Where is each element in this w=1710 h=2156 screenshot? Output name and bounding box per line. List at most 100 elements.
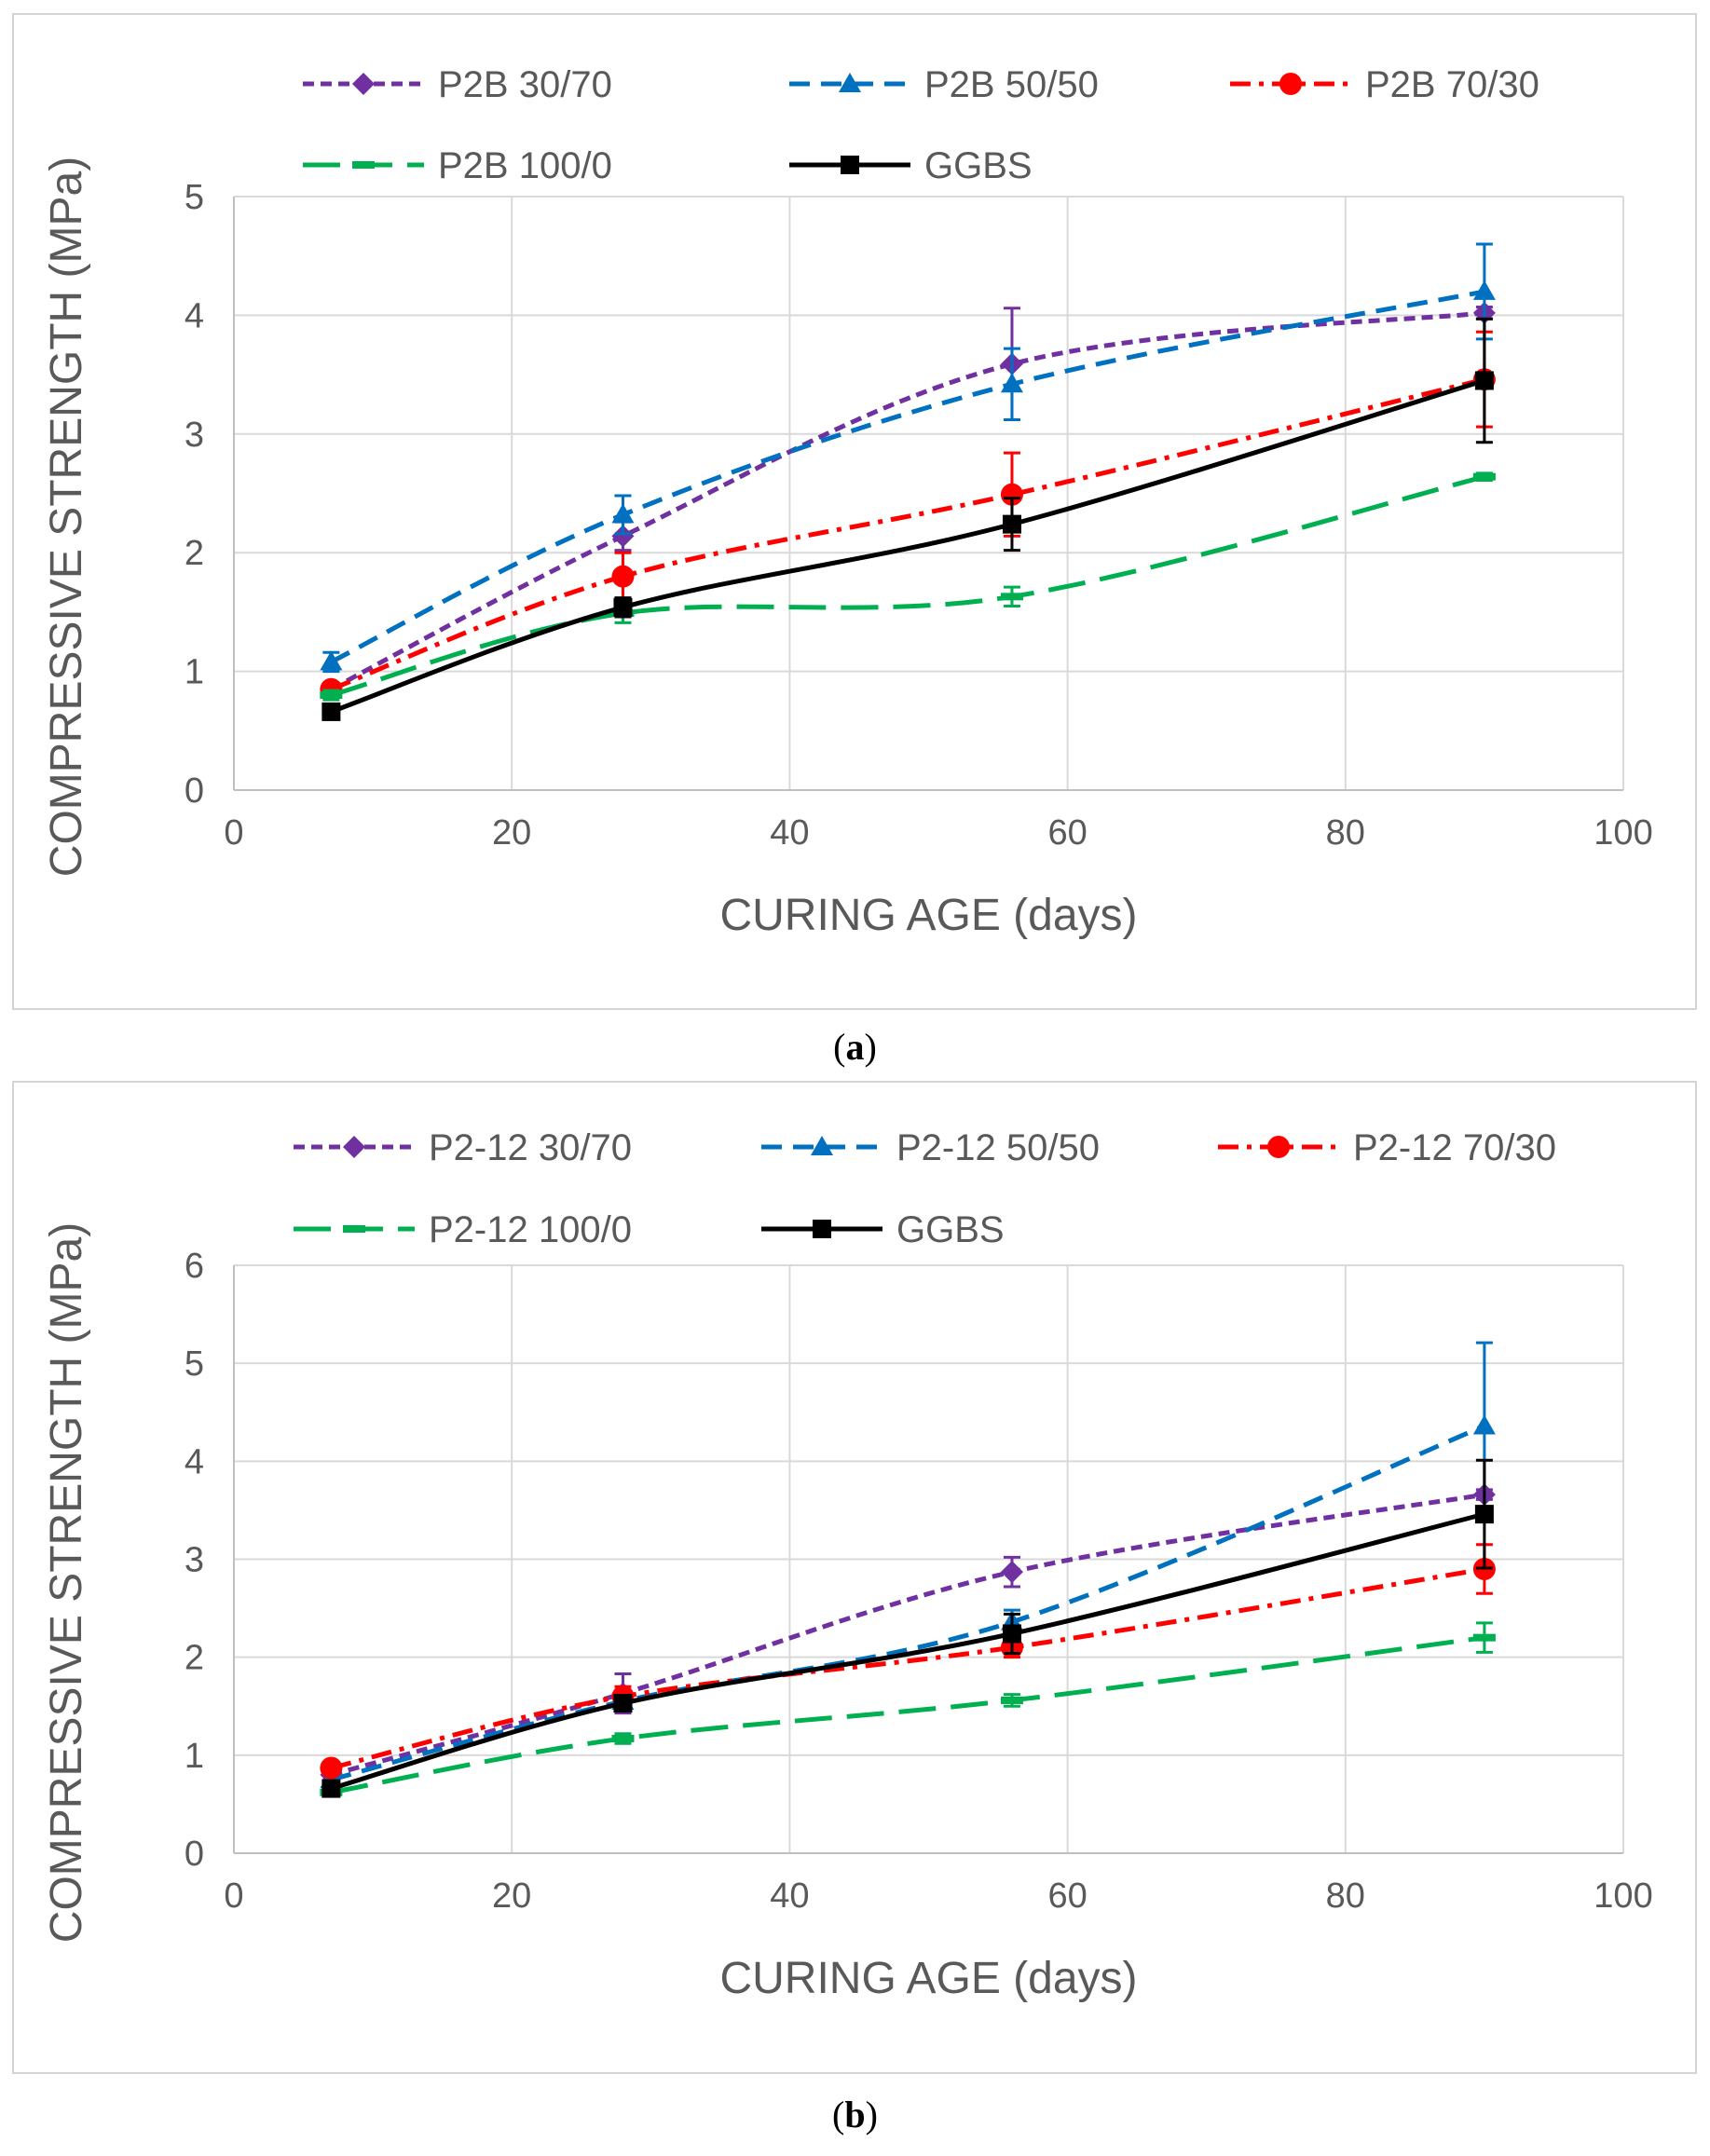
chart-a-legend-label-p2b-70-30: P2B 70/30 xyxy=(1365,64,1539,105)
chart-b-legend-item-ggbs: GGBS xyxy=(761,1209,1005,1250)
chart-b-point-p2-12-70-30 xyxy=(320,1756,343,1780)
chart-a-series-p2b-50-50 xyxy=(320,242,1496,674)
chart-a-legend-marker-ggbs xyxy=(841,156,859,174)
chart-a-grid xyxy=(233,196,1624,791)
chart-a-point-p2b-30-70 xyxy=(611,525,635,548)
chart-a-x-axis-title: CURING AGE (days) xyxy=(719,891,1137,940)
chart-a-y-tick-label: 1 xyxy=(185,653,204,692)
chart-a-legend-item-p2b-70-30: P2B 70/30 xyxy=(1230,64,1539,105)
chart-b-x-tick-label: 20 xyxy=(492,1876,531,1916)
chart-a-point-p2b-100-0 xyxy=(320,691,343,700)
chart-b-point-ggbs xyxy=(321,1779,341,1798)
chart-a-legend-label-p2b-50-50: P2B 50/50 xyxy=(924,64,1099,105)
chart-b-legend-marker-p2-12-50-50 xyxy=(811,1136,833,1155)
chart-b-point-p2-12-100-0 xyxy=(611,1734,635,1742)
chart-b-series-line-p2-12-50-50 xyxy=(330,1424,1485,1782)
chart-a-point-ggbs xyxy=(321,702,341,721)
chart-b-series-line-p2-12-70-30 xyxy=(330,1566,1485,1770)
chart-b-legend-item-p2-12-50-50: P2-12 50/50 xyxy=(761,1127,1100,1168)
chart-a-series-line-p2b-30-70 xyxy=(330,310,1485,691)
chart-b-series-p2-12-30-70 xyxy=(320,1483,1496,1786)
chart-a-legend-marker-p2b-70-30 xyxy=(1279,73,1302,95)
chart-b-y-tick-label: 1 xyxy=(185,1737,204,1776)
chart-b-point-p2-12-100-0 xyxy=(1472,1633,1496,1642)
chart-b-legend-label-p2-12-100-0: P2-12 100/0 xyxy=(429,1209,632,1250)
chart-a-series-ggbs xyxy=(321,317,1494,721)
chart-a-x-tick-label: 40 xyxy=(770,813,809,853)
chart-b-point-p2-12-50-50 xyxy=(1472,1414,1496,1435)
chart-b-legend: P2-12 30/70 P2-12 50/50 P2-12 70/30 P2-12 1… xyxy=(294,1127,1556,1250)
chart-a-legend-marker-p2b-100-0 xyxy=(352,161,375,169)
chart-b-y-tick-label: 5 xyxy=(185,1344,204,1384)
chart-a-point-p2b-100-0 xyxy=(1000,593,1023,601)
chart-b-legend-item-p2-12-30-70: P2-12 30/70 xyxy=(294,1127,632,1168)
chart-a-series-p2b-100-0 xyxy=(320,471,1496,702)
chart-a-legend-label-p2b-100-0: P2B 100/0 xyxy=(438,145,612,186)
chart-b-legend-label-p2-12-30-70: P2-12 30/70 xyxy=(429,1127,632,1168)
caption-a-label: a xyxy=(845,1026,865,1068)
chart-b-series-p2-12-100-0 xyxy=(320,1621,1496,1798)
chart-b-legend-label-p2-12-70-30: P2-12 70/30 xyxy=(1353,1127,1556,1168)
chart-b-svg: 0 20 40 60 80 100 0 1 2 3 4 5 6 CURING AGE (days) COMP… xyxy=(42,1127,1653,2003)
chart-a-point-p2b-70-30 xyxy=(1000,483,1023,506)
chart-b-point-p2-12-100-0 xyxy=(1000,1696,1023,1704)
chart-a-point-p2b-50-50 xyxy=(320,650,343,671)
chart-b-legend-label-p2-12-50-50: P2-12 50/50 xyxy=(896,1127,1100,1168)
chart-panel-b: 0 20 40 60 80 100 0 1 2 3 4 5 6 CURING AGE (days) COMP… xyxy=(12,1081,1697,2074)
chart-b-y-tick-label: 3 xyxy=(185,1541,204,1580)
chart-b-legend-label-ggbs: GGBS xyxy=(896,1209,1005,1250)
chart-a-x-tick-label: 80 xyxy=(1326,813,1365,853)
chart-b-point-ggbs xyxy=(1002,1624,1021,1644)
chart-a-x-tick-label: 20 xyxy=(492,813,531,853)
chart-b-x-tick-label: 60 xyxy=(1047,1876,1087,1916)
chart-b-legend-item-p2-12-100-0: P2-12 100/0 xyxy=(294,1209,632,1250)
chart-a-series-line-ggbs xyxy=(330,378,1485,715)
chart-a-svg: 0 20 40 60 80 100 0 1 2 3 4 5 CURING AGE (days) COMPR… xyxy=(42,64,1653,940)
chart-b-y-axis-title: COMPRESSIVE STRENGTH (MPa) xyxy=(42,1222,91,1943)
chart-a-legend-item-p2b-30-70: P2B 30/70 xyxy=(303,64,612,105)
chart-a-series-p2b-70-30 xyxy=(320,330,1496,701)
chart-a-point-p2b-50-50 xyxy=(1000,373,1023,393)
chart-b-y-tick-label: 2 xyxy=(185,1639,204,1678)
chart-b-series-line-p2-12-100-0 xyxy=(330,1635,1485,1795)
chart-b-y-tick-label: 4 xyxy=(185,1442,204,1481)
chart-a-y-tick-label: 5 xyxy=(185,178,204,217)
chart-a-legend-marker-p2b-30-70 xyxy=(352,73,375,95)
chart-a-legend-item-ggbs: GGBS xyxy=(789,145,1033,186)
caption-b-label: b xyxy=(844,2094,866,2136)
chart-b-x-tick-label: 40 xyxy=(770,1876,809,1916)
chart-a-legend: P2B 30/70 P2B 50/50 P2B 70/30 P2B 100/0 GGBS xyxy=(303,64,1539,186)
chart-b-series-line-ggbs xyxy=(330,1511,1485,1791)
caption-a: (a) xyxy=(833,1026,877,1068)
chart-a-series-line-p2b-70-30 xyxy=(330,376,1485,692)
chart-a-y-axis-title: COMPRESSIVE STRENGTH (MPa) xyxy=(42,157,91,877)
chart-a-point-ggbs xyxy=(1002,514,1021,534)
chart-a-point-p2b-100-0 xyxy=(1472,472,1496,481)
chart-a-series-line-p2b-50-50 xyxy=(330,289,1485,664)
chart-a-y-tick-label: 4 xyxy=(185,296,204,335)
chart-b-legend-marker-p2-12-30-70 xyxy=(343,1136,365,1158)
chart-a-legend-item-p2b-50-50: P2B 50/50 xyxy=(789,64,1099,105)
chart-a-point-ggbs xyxy=(1474,371,1494,390)
chart-a-x-tick-label: 60 xyxy=(1047,813,1087,853)
chart-b-grid xyxy=(233,1264,1624,1854)
chart-a-legend-item-p2b-100-0: P2B 100/0 xyxy=(303,145,612,186)
chart-a-x-tick-label: 100 xyxy=(1594,813,1652,853)
caption-b: (b) xyxy=(832,2094,878,2136)
chart-a-y-tick-label: 2 xyxy=(185,534,204,573)
chart-b-x-tick-label: 0 xyxy=(224,1876,243,1916)
chart-b-point-ggbs xyxy=(1474,1505,1494,1524)
chart-b-point-p2-12-30-70 xyxy=(1000,1561,1023,1584)
chart-b-x-tick-label: 80 xyxy=(1326,1876,1365,1916)
chart-a-point-p2b-50-50 xyxy=(1472,280,1496,300)
chart-b-legend-marker-p2-12-70-30 xyxy=(1267,1136,1290,1158)
chart-a-legend-label-ggbs: GGBS xyxy=(924,145,1033,186)
chart-a-point-p2b-50-50 xyxy=(611,503,635,524)
chart-b-y-tick-label: 0 xyxy=(185,1835,204,1874)
chart-b-legend-marker-p2-12-100-0 xyxy=(343,1225,365,1233)
chart-panel-a: 0 20 40 60 80 100 0 1 2 3 4 5 CURING AGE (days) COMPR… xyxy=(12,13,1697,1010)
chart-b-point-ggbs xyxy=(613,1694,633,1713)
chart-a-series-line-p2b-100-0 xyxy=(330,474,1485,698)
chart-a-y-tick-label: 0 xyxy=(185,771,204,811)
chart-b-series-p2-12-50-50 xyxy=(320,1341,1496,1789)
